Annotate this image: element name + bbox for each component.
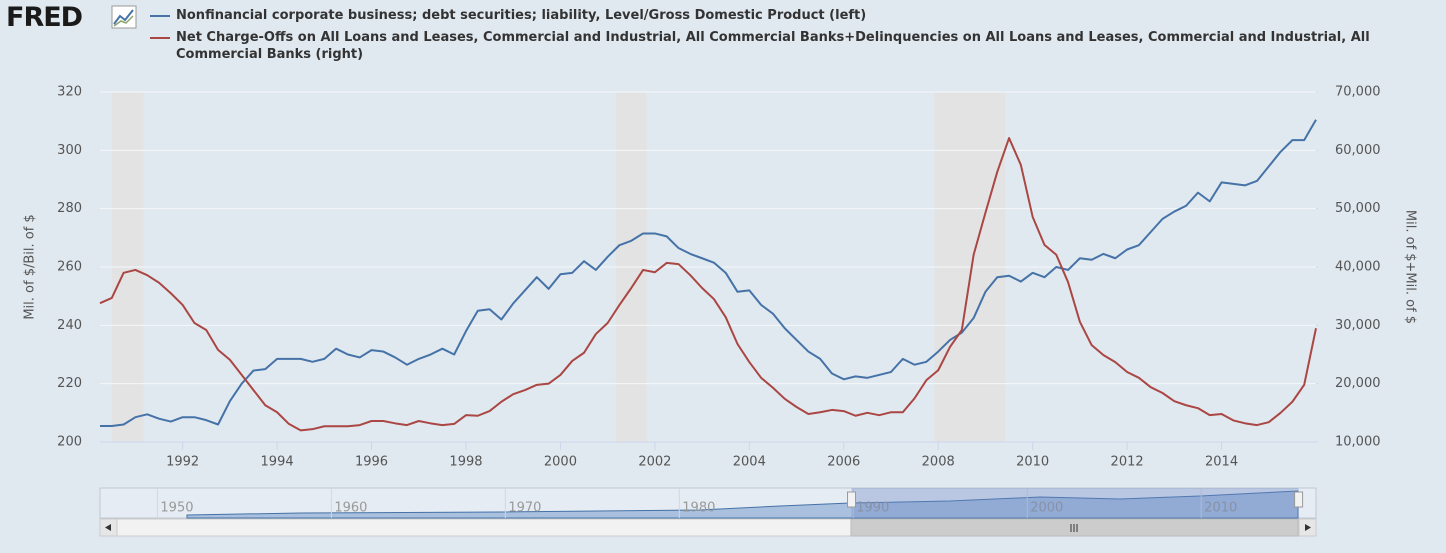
y-tick-label: 220 (57, 376, 82, 391)
plot: 200 220 240 260 280 300 320 10,000 20,000 30,000 4… (23, 85, 1418, 470)
x-tick-label: 2002 (638, 455, 671, 470)
legend: Nonfinancial corporate business; debt se… (150, 7, 1440, 68)
legend-swatch (150, 15, 170, 17)
legend-label: Net Charge-Offs on All Loans and Leases,… (176, 30, 1370, 62)
y2-tick-label: 70,000 (1335, 85, 1381, 100)
y-axis-title: Mil. of $/Bil. of $ (23, 214, 38, 319)
x-tick-label: 1998 (449, 455, 482, 470)
series-line (100, 119, 1317, 427)
y2-tick-label: 40,000 (1335, 260, 1381, 275)
y2-tick-label: 50,000 (1335, 201, 1381, 216)
navigator-handle[interactable] (1294, 491, 1304, 508)
legend-swatch (150, 37, 170, 39)
logo-icon (111, 5, 137, 29)
series-line (99, 137, 1317, 432)
navigator-tick-label: 1950 (160, 501, 193, 516)
x-tick-label: 1994 (261, 455, 294, 470)
y-tick-label: 320 (57, 85, 82, 100)
navigator-handle[interactable] (847, 491, 857, 508)
y-tick-label: 300 (57, 143, 82, 158)
y2-tick-label: 10,000 (1335, 435, 1381, 450)
y-tick-label: 280 (57, 201, 82, 216)
navigator-tick-label: 1990 (856, 501, 889, 516)
navigator-selection (851, 488, 1299, 518)
y2-axis-title: Mil. of $+Mil. of $ (1403, 210, 1418, 324)
y-tick-label: 240 (57, 318, 82, 333)
legend-label: Nonfinancial corporate business; debt se… (176, 8, 867, 23)
scrollbar-grip (1070, 524, 1078, 532)
x-tick-label: 2012 (1111, 455, 1144, 470)
y-tick-label: 260 (57, 260, 82, 275)
legend-entry[interactable]: Net Charge-Offs on All Loans and Leases,… (150, 29, 1440, 63)
navigator-tick-label: 1980 (682, 501, 715, 516)
logo: FRED (6, 2, 83, 33)
navigator: 1950 1960 1970 1980 1990 2000 2010 (156, 488, 1304, 518)
x-tick-label: 2006 (827, 455, 860, 470)
arrow-right (1305, 524, 1311, 531)
x-tick-label: 2008 (922, 455, 955, 470)
x-tick-label: 2000 (544, 455, 577, 470)
x-tick-label: 2014 (1205, 455, 1238, 470)
legend-entry[interactable]: Nonfinancial corporate business; debt se… (150, 7, 1440, 24)
navigator-tick-label: 1970 (508, 501, 541, 516)
navigator-series (186, 490, 1299, 519)
navigator-tick-label: 1960 (334, 501, 367, 516)
navigator-tick-label: 2000 (1030, 501, 1063, 516)
x-tick-label: 2004 (733, 455, 766, 470)
navigator-tick-label: 2010 (1204, 501, 1237, 516)
y2-tick-label: 20,000 (1335, 376, 1381, 391)
x-tick-label: 1996 (355, 455, 388, 470)
y2-tick-label: 60,000 (1335, 143, 1381, 158)
x-tick-label: 2010 (1016, 455, 1049, 470)
y-tick-label: 200 (57, 435, 82, 450)
y2-tick-label: 30,000 (1335, 318, 1381, 333)
arrow-left (105, 524, 111, 531)
x-tick-label: 1992 (166, 455, 199, 470)
